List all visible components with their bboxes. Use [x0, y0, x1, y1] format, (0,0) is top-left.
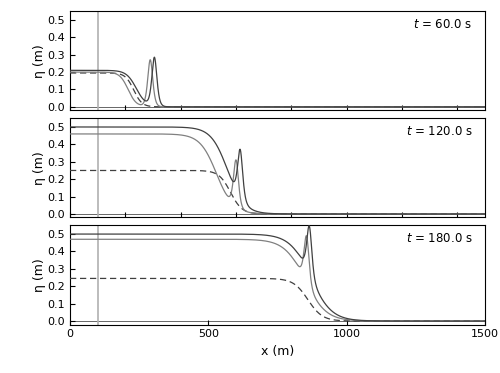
Text: $t$ = 120.0 s: $t$ = 120.0 s — [406, 125, 472, 138]
Y-axis label: η (m): η (m) — [33, 258, 46, 292]
Y-axis label: η (m): η (m) — [33, 151, 46, 185]
X-axis label: x (m): x (m) — [261, 345, 294, 358]
Y-axis label: η (m): η (m) — [33, 44, 46, 78]
Text: $t$ = 180.0 s: $t$ = 180.0 s — [406, 232, 472, 245]
Text: $t$ = 60.0 s: $t$ = 60.0 s — [413, 18, 472, 31]
